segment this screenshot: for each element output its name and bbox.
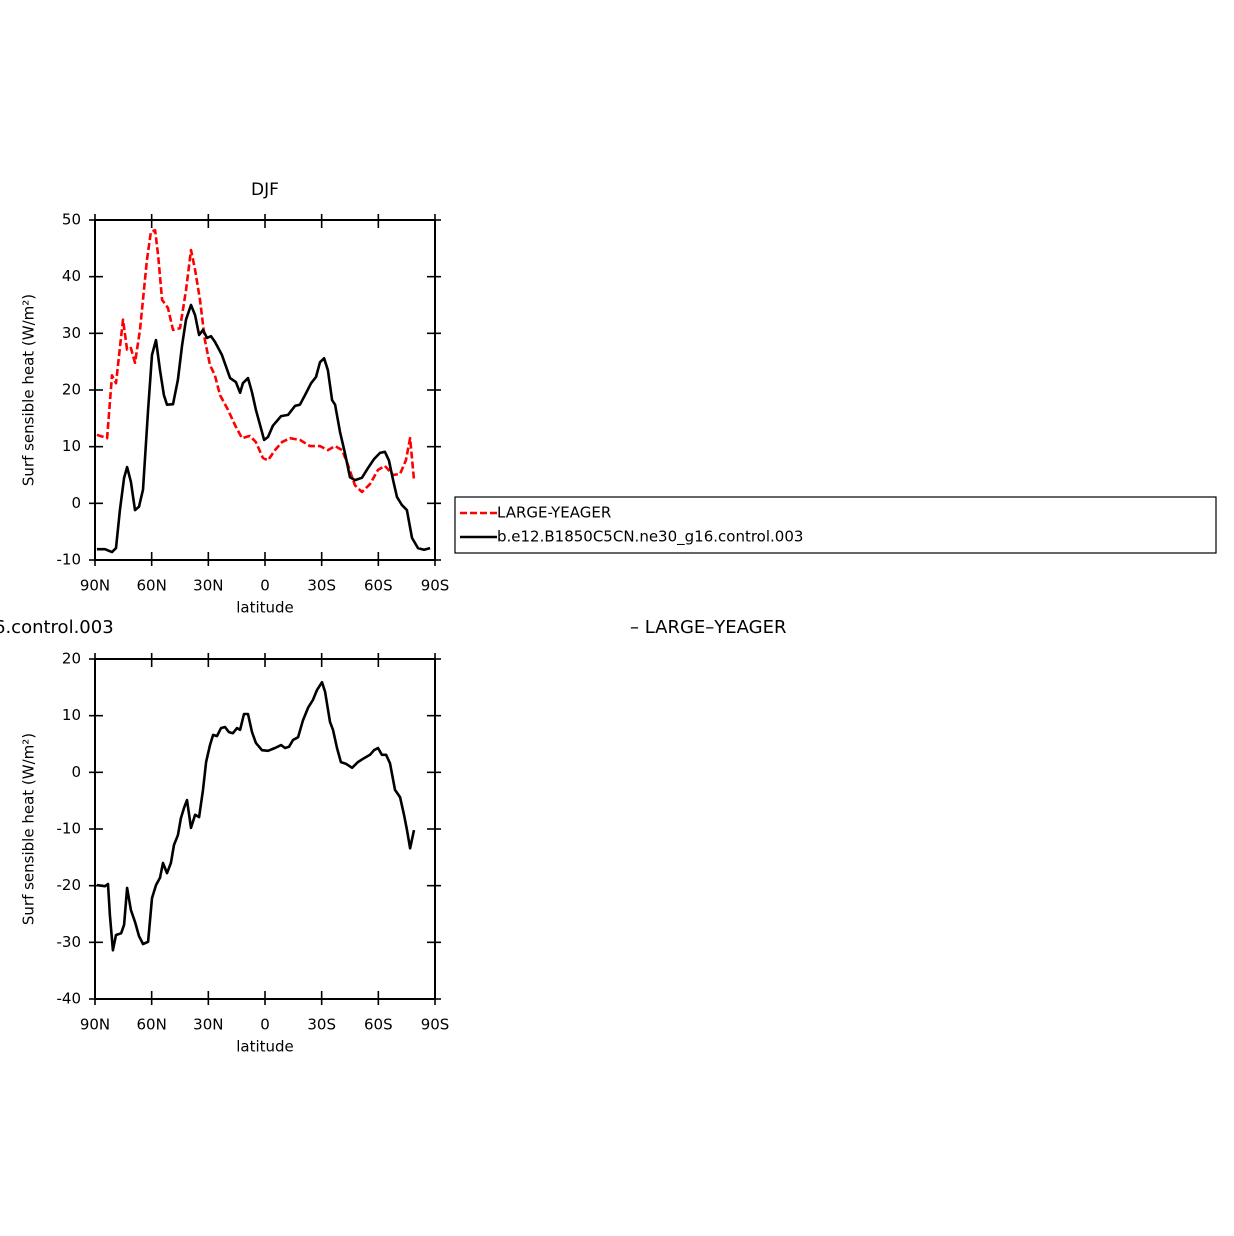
chart-title-left: 6.control.003 <box>0 617 114 638</box>
x-tick-label: 60S <box>364 1016 393 1034</box>
y-tick-label: -30 <box>57 933 82 951</box>
data-line <box>96 680 416 952</box>
y-tick-label: -10 <box>57 551 82 569</box>
legend-box <box>454 496 1217 554</box>
plot-frame <box>94 658 436 1000</box>
y-axis-label: Surf sensible heat (W/m²) <box>20 733 38 925</box>
y-tick-label: 0 <box>71 763 81 781</box>
y-tick-label: 20 <box>62 381 81 399</box>
y-tick-label: -40 <box>57 990 82 1008</box>
x-tick-label: 30S <box>307 577 336 595</box>
y-tick-label: 30 <box>62 324 81 342</box>
x-tick-label: 90S <box>421 577 450 595</box>
x-tick-label: 90S <box>421 1016 450 1034</box>
chart-title: DJF <box>251 180 279 200</box>
legend-label: b.e12.B1850C5CN.ne30_g16.control.003 <box>497 528 803 547</box>
x-tick-label: 30N <box>193 1016 223 1034</box>
y-tick-label: 50 <box>62 211 81 229</box>
x-axis-label: latitude <box>236 1038 294 1056</box>
plot-frame <box>94 219 436 561</box>
legend-label: LARGE-YEAGER <box>497 504 611 522</box>
x-tick-label: 60N <box>137 577 167 595</box>
y-tick-label: -20 <box>57 876 82 894</box>
data-line <box>96 303 431 554</box>
x-axis-label: latitude <box>236 599 294 617</box>
data-line <box>96 228 416 494</box>
y-tick-label: 40 <box>62 267 81 285</box>
x-tick-label: 0 <box>260 577 270 595</box>
x-tick-label: 30N <box>193 577 223 595</box>
y-tick-label: 10 <box>62 437 81 455</box>
x-tick-label: 0 <box>260 1016 270 1034</box>
y-tick-label: -10 <box>57 820 82 838</box>
x-tick-label: 60S <box>364 577 393 595</box>
x-tick-label: 30S <box>307 1016 336 1034</box>
y-axis-label: Surf sensible heat (W/m²) <box>20 294 38 486</box>
y-tick-label: 0 <box>71 494 81 512</box>
x-tick-label: 90N <box>80 577 110 595</box>
chart-title-right: – LARGE–YEAGER <box>630 617 787 638</box>
x-tick-label: 90N <box>80 1016 110 1034</box>
x-tick-label: 60N <box>137 1016 167 1034</box>
y-tick-label: 20 <box>62 650 81 668</box>
y-tick-label: 10 <box>62 706 81 724</box>
